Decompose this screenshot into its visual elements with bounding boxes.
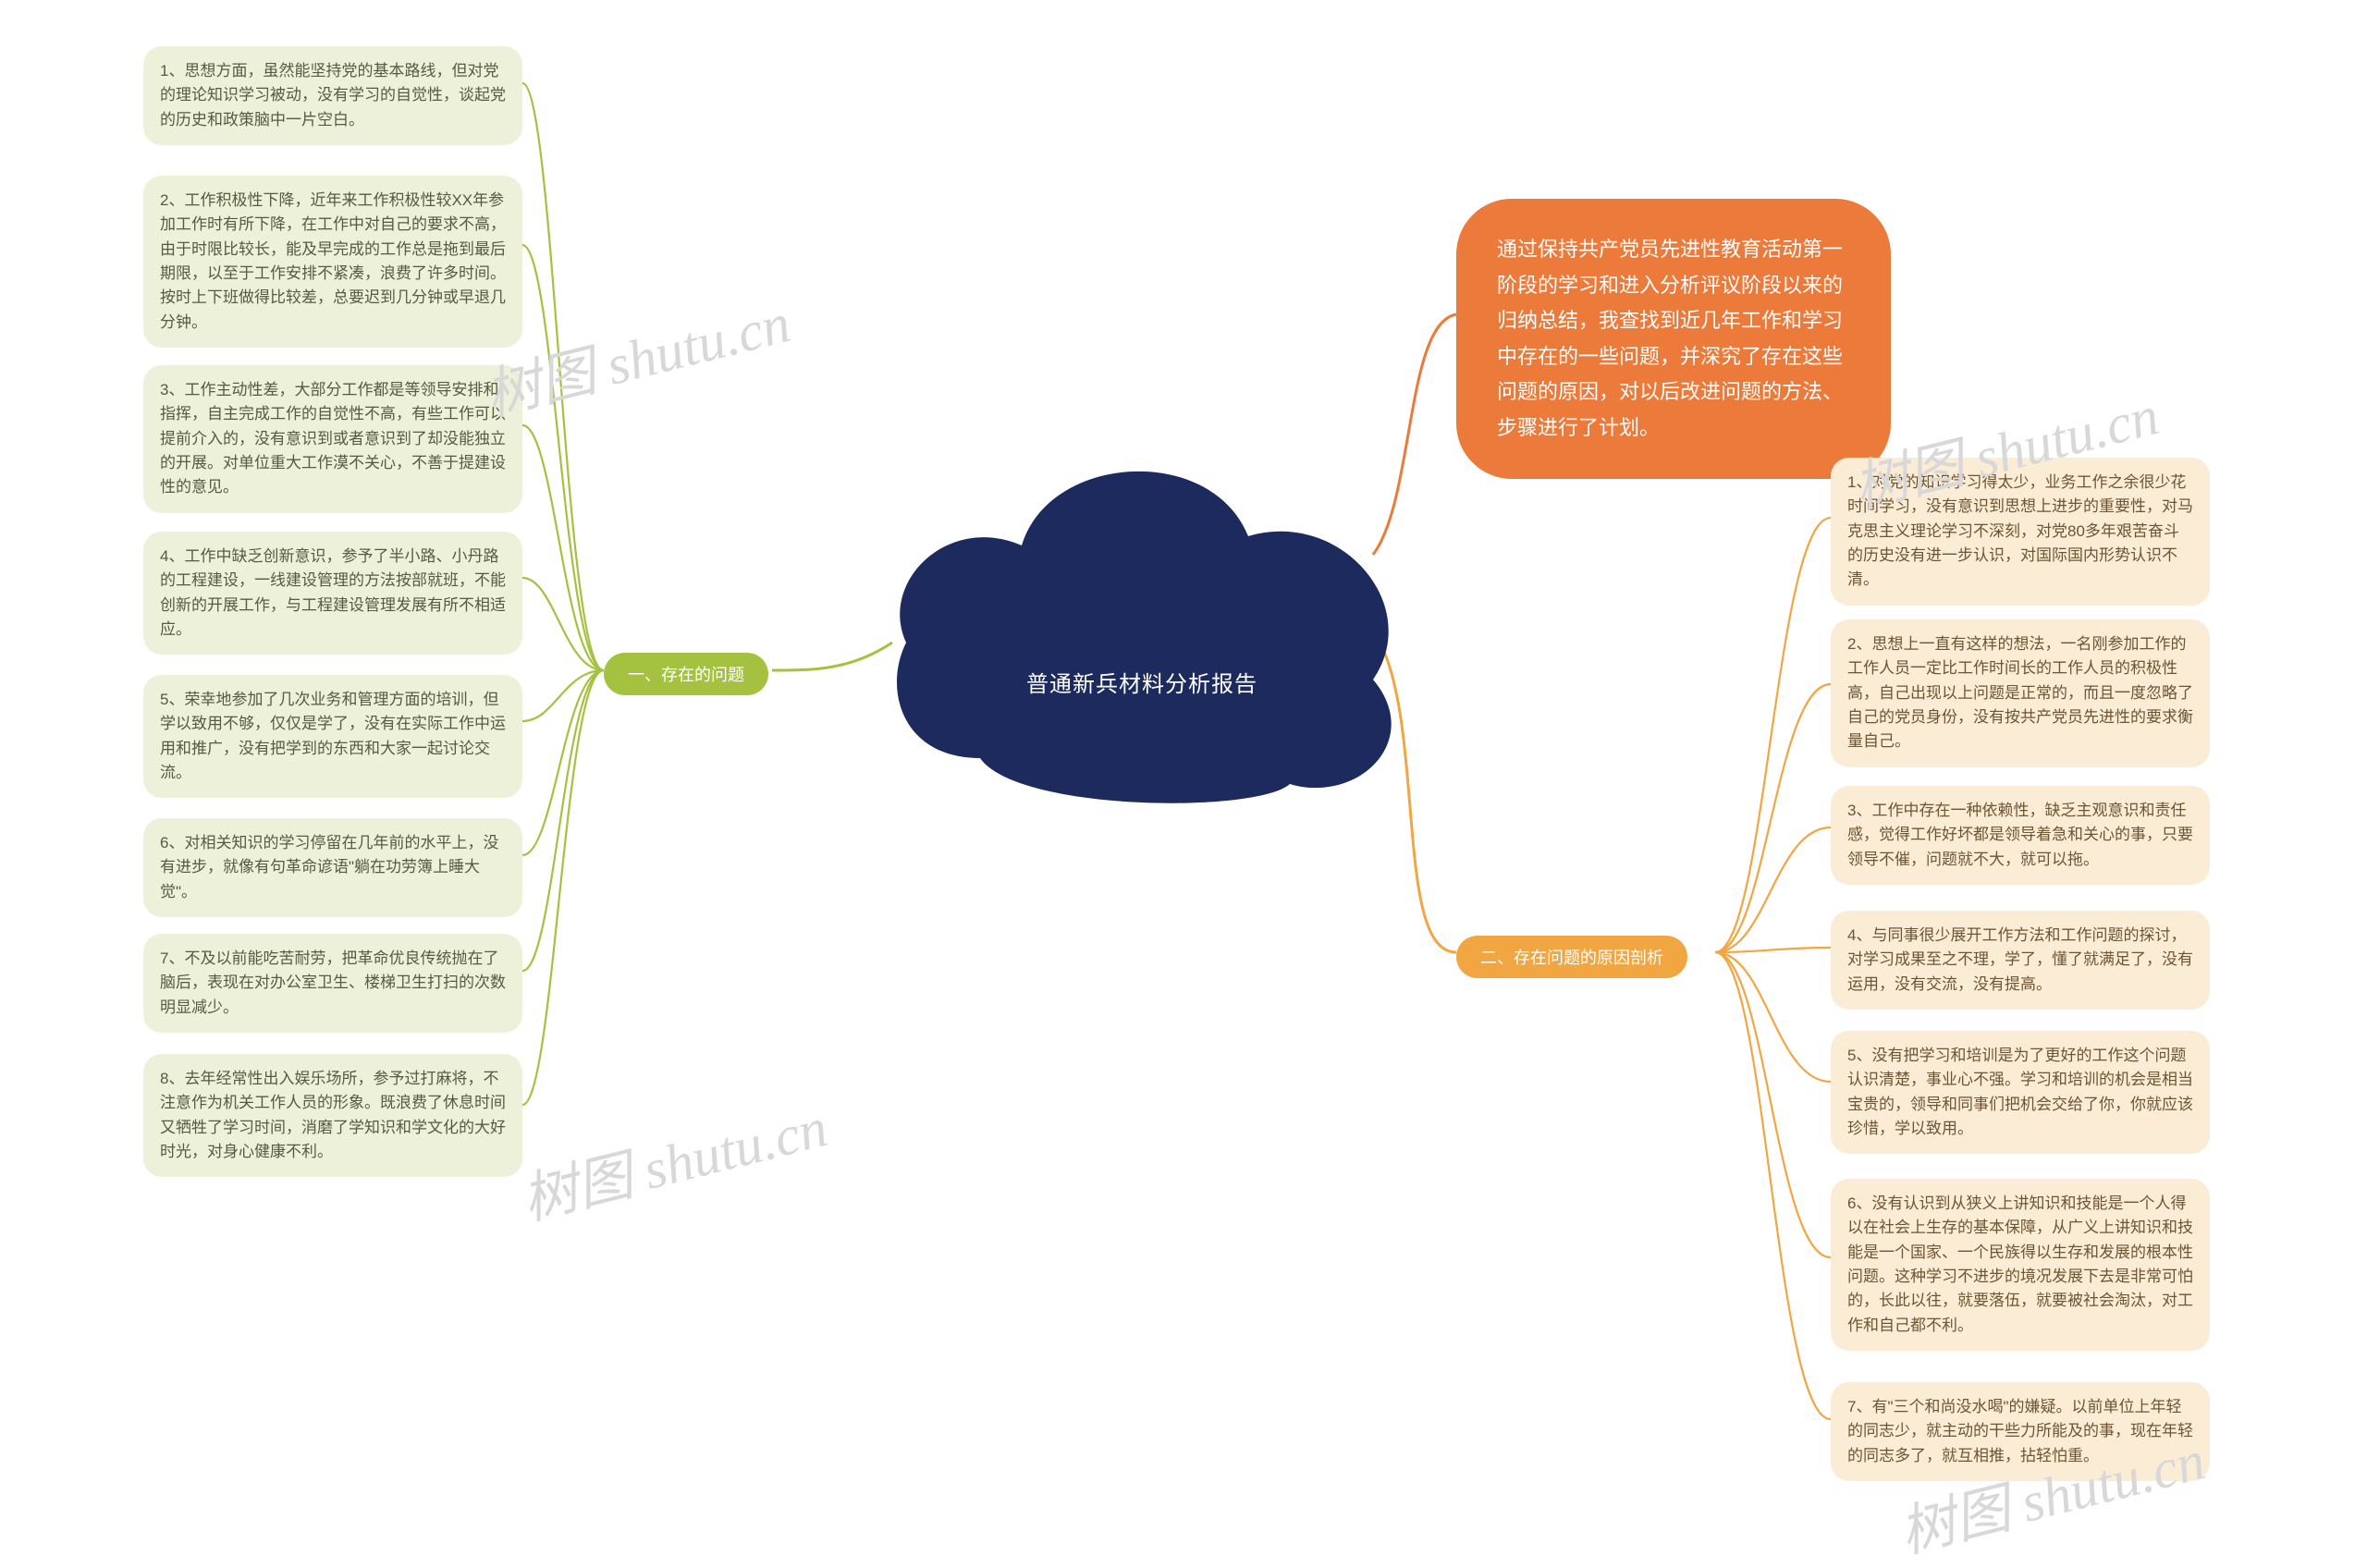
left-leaf-3[interactable]: 3、工作主动性差，大部分工作都是等领导安排和指挥，自主完成工作的自觉性不高，有些… [143, 365, 522, 513]
center-node[interactable]: 普通新兵材料分析报告 [869, 425, 1415, 814]
left-leaf-7[interactable]: 7、不及以前能吃苦耐劳，把革命优良传统抛在了脑后，表现在对办公室卫生、楼梯卫生打… [143, 934, 522, 1033]
right-leaf-1[interactable]: 1、对党的知识学习得太少，业务工作之余很少花时间学习，没有意识到思想上进步的重要… [1831, 458, 2210, 606]
right-leaf-5[interactable]: 5、没有把学习和培训是为了更好的工作这个问题认识清楚，事业心不强。学习和培训的机… [1831, 1031, 2210, 1154]
right-leaf-2[interactable]: 2、思想上一直有这样的想法，一名刚参加工作的工作人员一定比工作时间长的工作人员的… [1831, 619, 2210, 767]
right-leaf-3[interactable]: 3、工作中存在一种依赖性，缺乏主观意识和责任感，觉得工作好坏都是领导着急和关心的… [1831, 786, 2210, 885]
left-leaf-1[interactable]: 1、思想方面，虽然能坚持党的基本路线，但对党的理论知识学习被动，没有学习的自觉性… [143, 46, 522, 145]
branch-right[interactable]: 二、存在问题的原因剖析 [1456, 936, 1687, 978]
watermark: 树图 shutu.cn [512, 1083, 834, 1236]
left-leaf-6[interactable]: 6、对相关知识的学习停留在几年前的水平上，没有进步，就像有句革命谚语"躺在功劳簿… [143, 818, 522, 917]
watermark: 树图 shutu.cn [475, 278, 797, 432]
cloud-icon [869, 425, 1415, 814]
right-leaf-7[interactable]: 7、有"三个和尚没水喝"的嫌疑。以前单位上年轻的同志少，就主动的干些力所能及的事… [1831, 1382, 2210, 1481]
left-leaf-8[interactable]: 8、去年经常性出入娱乐场所，参予过打麻将，不注意作为机关工作人员的形象。既浪费了… [143, 1054, 522, 1177]
left-leaf-5[interactable]: 5、荣幸地参加了几次业务和管理方面的培训，但学以致用不够，仅仅是学了，没有在实际… [143, 675, 522, 798]
right-leaf-4[interactable]: 4、与同事很少展开工作方法和工作问题的探讨，对学习成果至之不理，学了，懂了就满足… [1831, 911, 2210, 1010]
left-leaf-2[interactable]: 2、工作积极性下降，近年来工作积极性较XX年参加工作时有所下降，在工作中对自己的… [143, 176, 522, 348]
right-leaf-6[interactable]: 6、没有认识到从狭义上讲知识和技能是一个人得以在社会上生存的基本保障，从广义上讲… [1831, 1179, 2210, 1351]
branch-left[interactable]: 一、存在的问题 [604, 653, 768, 695]
center-title: 普通新兵材料分析报告 [869, 666, 1415, 698]
mindmap-canvas: 普通新兵材料分析报告 一、存在的问题 1、思想方面，虽然能坚持党的基本路线，但对… [0, 0, 2367, 1553]
left-leaf-4[interactable]: 4、工作中缺乏创新意识，参予了半小路、小丹路的工程建设，一线建设管理的方法按部就… [143, 532, 522, 655]
summary-node[interactable]: 通过保持共产党员先进性教育活动第一阶段的学习和进入分析评议阶段以来的归纳总结，我… [1456, 199, 1891, 479]
